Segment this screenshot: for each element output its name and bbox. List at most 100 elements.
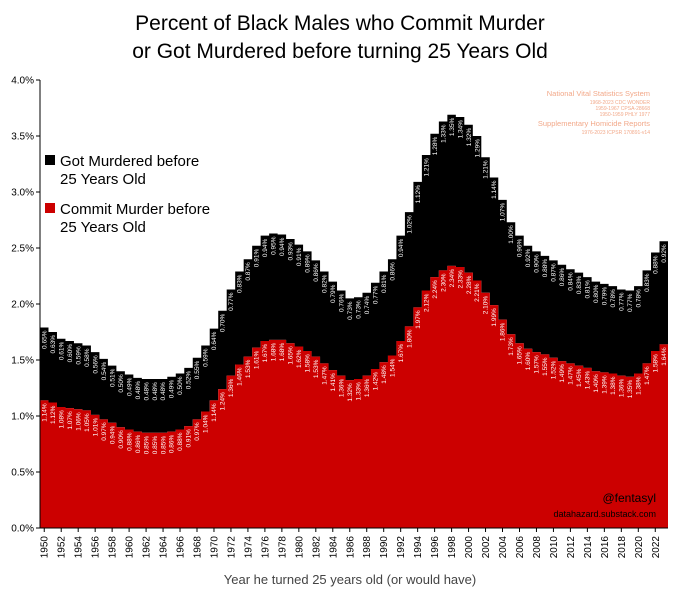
x-tick-label: 1990: [379, 536, 390, 559]
data-label-commit: 0.97%: [194, 422, 201, 441]
data-label-murdered: 1.29%: [474, 139, 481, 158]
x-tick-label: 2018: [617, 536, 628, 559]
data-label-commit: 1.86%: [500, 322, 507, 341]
data-label-murdered: 0.61%: [58, 342, 65, 361]
data-label-commit: 1.49%: [559, 364, 566, 383]
data-label-murdered: 0.79%: [330, 284, 337, 303]
data-label-commit: 1.45%: [576, 368, 583, 387]
data-label-murdered: 0.70%: [220, 314, 227, 333]
data-label-commit: 1.53%: [245, 359, 252, 378]
data-label-murdered: 0.78%: [610, 289, 617, 308]
sources-note: National Vital Statistics System 1968-20…: [538, 89, 651, 136]
data-label-commit: 1.39%: [602, 375, 609, 394]
legend: Got Murdered before 25 Years Old Commit …: [45, 153, 210, 236]
data-label-commit: 1.68%: [271, 343, 278, 362]
data-label-murdered: 0.77%: [619, 292, 626, 311]
x-tick-label: 1992: [396, 536, 407, 559]
data-label-commit: 1.41%: [330, 373, 337, 392]
data-label-commit: 1.32%: [347, 383, 354, 402]
data-label-commit: 2.30%: [440, 273, 447, 292]
data-label-murdered: 0.50%: [177, 376, 184, 395]
data-label-commit: 0.91%: [186, 429, 193, 448]
data-label-murdered: 0.88%: [542, 259, 549, 278]
data-label-commit: 1.47%: [321, 366, 328, 385]
data-label-commit: 1.35%: [627, 380, 634, 399]
data-label-commit: 0.88%: [177, 432, 184, 451]
x-tick-label: 2004: [498, 536, 509, 559]
data-label-commit: 1.36%: [619, 378, 626, 397]
data-label-murdered: 0.92%: [525, 249, 532, 268]
x-tick-label: 1960: [125, 536, 136, 559]
x-tick-label: 2006: [515, 536, 526, 559]
data-label-murdered: 0.58%: [84, 348, 91, 367]
data-label-commit: 2.12%: [423, 293, 430, 312]
y-tick-label: 2.5%: [11, 244, 34, 255]
data-label-murdered: 0.51%: [109, 368, 116, 387]
data-label-murdered: 0.86%: [313, 263, 320, 282]
data-label-murdered: 0.89%: [305, 254, 312, 273]
data-label-commit: 0.85%: [160, 436, 167, 455]
data-label-murdered: 1.12%: [415, 185, 422, 204]
x-tick-label: 2010: [549, 536, 560, 559]
data-label-commit: 1.08%: [58, 410, 65, 429]
plot-area: [40, 114, 668, 528]
x-tick-label: 1970: [209, 536, 220, 559]
y-tick-label: 0.5%: [11, 468, 34, 479]
data-label-murdered: 0.64%: [211, 331, 218, 350]
data-label-murdered: 1.34%: [457, 120, 464, 139]
data-label-commit: 1.46%: [237, 367, 244, 386]
data-label-murdered: 0.59%: [203, 348, 210, 367]
data-label-murdered: 0.77%: [228, 292, 235, 311]
data-label-murdered: 0.82%: [321, 274, 328, 293]
y-tick-label: 1.5%: [11, 356, 34, 367]
data-label-murdered: 0.87%: [245, 262, 252, 281]
data-label-murdered: 0.48%: [160, 382, 167, 401]
x-tick-label: 1956: [91, 536, 102, 559]
data-label-murdered: 0.84%: [568, 272, 575, 291]
data-label-murdered: 0.52%: [186, 371, 193, 390]
data-label-murdered: 0.56%: [92, 355, 99, 374]
data-label-commit: 0.97%: [101, 422, 108, 441]
data-label-commit: 2.10%: [483, 296, 490, 315]
x-tick-label: 1962: [142, 536, 153, 559]
data-label-commit: 2.21%: [474, 283, 481, 302]
x-tick-label: 1986: [345, 536, 356, 559]
data-label-commit: 1.42%: [372, 372, 379, 391]
legend-label-commit-line-1: Commit Murder before: [60, 201, 210, 218]
data-label-commit: 1.52%: [551, 361, 558, 380]
data-label-murdered: 0.95%: [271, 236, 278, 255]
x-tick-label: 1988: [362, 536, 373, 559]
x-tick-label: 2012: [566, 536, 577, 559]
x-tick-label: 1984: [328, 536, 339, 559]
data-label-commit: 1.04%: [203, 414, 210, 433]
data-label-commit: 2.24%: [432, 280, 439, 299]
data-label-murdered: 0.79%: [602, 287, 609, 306]
data-label-commit: 1.47%: [644, 366, 651, 385]
data-label-murdered: 0.96%: [517, 238, 524, 257]
x-tick-label: 1996: [430, 536, 441, 559]
data-label-murdered: 1.21%: [483, 160, 490, 179]
data-label-murdered: 1.07%: [500, 203, 507, 222]
data-label-murdered: 0.91%: [254, 249, 261, 268]
data-label-murdered: 1.28%: [432, 137, 439, 156]
data-label-murdered: 0.90%: [534, 254, 541, 273]
data-label-murdered: 1.32%: [466, 128, 473, 147]
data-label-commit: 1.36%: [228, 378, 235, 397]
data-label-murdered: 1.35%: [449, 118, 456, 137]
y-tick-label: 2.0%: [11, 300, 34, 311]
x-tick-label: 2022: [651, 536, 662, 559]
y-axis: 0.0% 0.5% 1.0% 1.5% 2.0% 2.5% 3.0% 3.5% 4.0%: [11, 76, 41, 535]
x-tick-label: 2016: [600, 536, 611, 559]
data-label-murdered: 0.78%: [635, 289, 642, 308]
data-label-commit: 1.53%: [313, 359, 320, 378]
data-label-commit: 0.86%: [135, 434, 142, 453]
data-label-murdered: 0.77%: [627, 293, 634, 312]
data-label-murdered: 0.48%: [135, 381, 142, 400]
data-label-murdered: 0.48%: [143, 382, 150, 401]
data-label-murdered: 0.83%: [644, 273, 651, 292]
x-tick-label: 1958: [108, 536, 119, 559]
data-label-murdered: 0.49%: [169, 380, 176, 399]
x-tick-label: 1950: [40, 536, 51, 559]
x-tick-label: 1974: [243, 536, 254, 559]
